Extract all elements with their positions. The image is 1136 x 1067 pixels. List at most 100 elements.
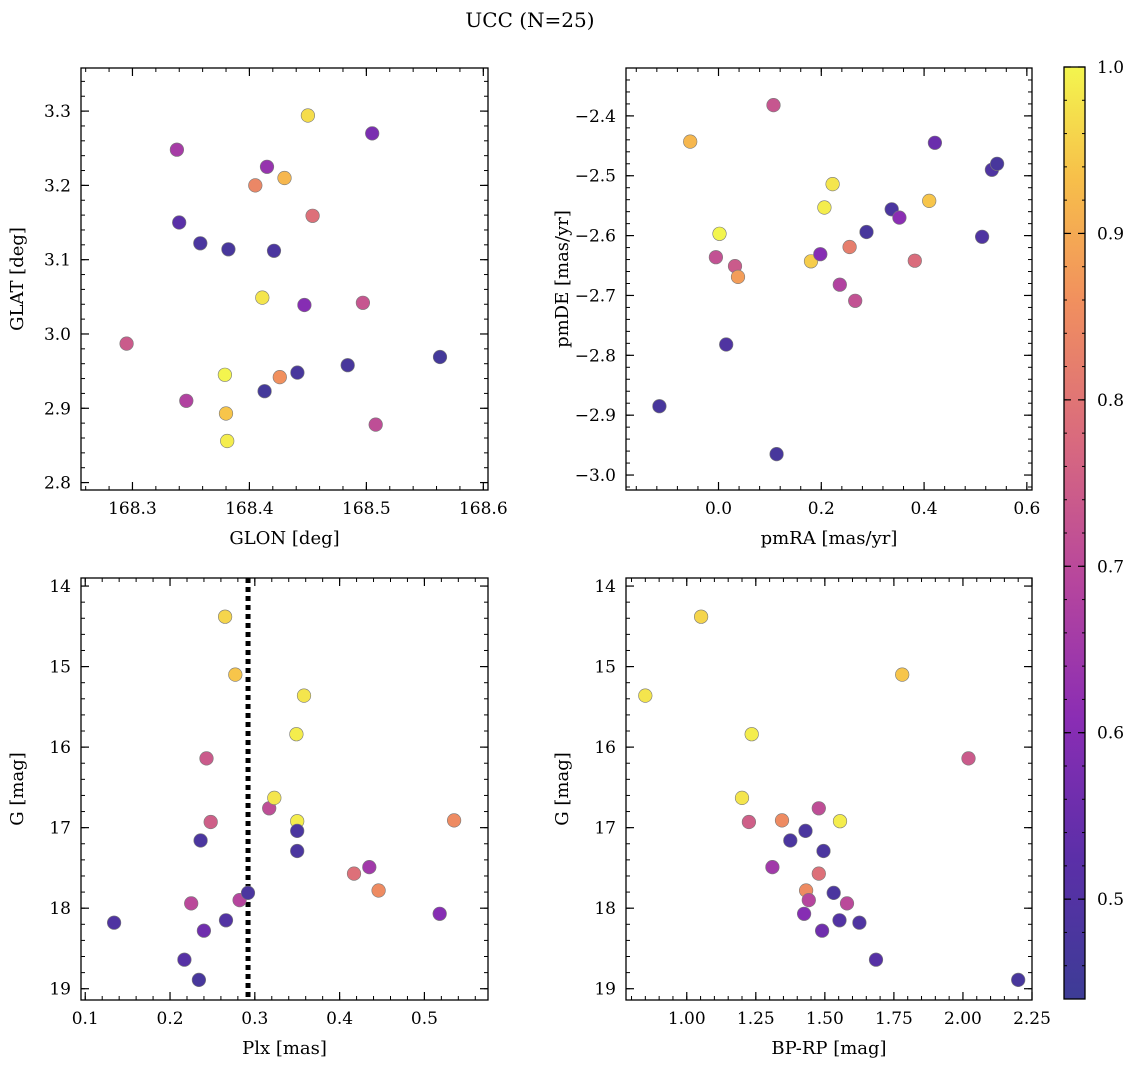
y-tick-label: 15 [594,658,616,678]
scatter-point [816,843,831,859]
x-tick-label: 0.0 [705,499,732,519]
scatter-point [826,885,841,901]
y-tick-label: −2.5 [575,167,616,187]
scatter-point [447,813,462,828]
scatter-point [220,433,235,449]
scatter-point [922,193,937,208]
scatter-point [191,972,206,988]
scatter-point [340,358,355,373]
scatter-point [217,367,232,382]
scatter-point [895,667,910,682]
x-tick-label: 0.6 [1013,499,1040,519]
y-tick-label: 17 [594,819,616,839]
axes-frame [80,67,489,491]
ticks: 0.1 0.2 0.3 0.4 0.5 14 15 16 17 18 19 [49,577,488,1029]
scatter-point [1011,972,1026,988]
x-tick-label: 0.4 [911,499,938,519]
scatter-point [255,290,270,305]
scatter-point [300,108,316,123]
scatter-point [708,250,724,265]
scatter-point [798,823,813,839]
colorbar-tick-label: 0.9 [1097,224,1124,244]
y-tick-label: 19 [594,980,616,1000]
scatter-point [814,923,830,938]
y-tick-label: 3.3 [44,102,71,122]
scatter-point [177,952,192,967]
y-axis-label: pmDE [mas/yr] [552,210,573,348]
x-tick-label: 168.3 [108,499,157,519]
scatter-point [825,177,840,192]
scatter-point [774,813,790,828]
scatter-point [927,135,943,150]
y-tick-label: −2.7 [575,286,616,306]
y-tick-label: 16 [49,738,71,758]
ticks: 0.0 0.2 0.4 0.6 −3.0 −2.9 −2.8 −2.7 −2.6 −2.5 −2.4 [575,67,1040,519]
scatter-point [974,229,990,244]
y-tick-label: 16 [594,738,616,758]
scatter-point [199,751,214,766]
y-tick-label: 3.1 [44,251,71,271]
y-tick-label: 17 [49,819,71,839]
scatter-point [289,727,304,742]
scatter-point [248,178,263,193]
scatter-point [172,215,187,230]
x-tick-label: 0.1 [72,1009,99,1029]
x-axis-label: pmRA [mas/yr] [761,528,898,549]
scatter-point [290,843,305,859]
figure-title: UCC (N=25) [465,8,594,32]
scatter-point [218,913,234,928]
y-tick-label: 18 [49,899,71,919]
y-tick-label: 2.8 [44,474,71,494]
scatter-point [712,226,727,241]
scatter-point [832,277,847,292]
scatter-point [766,97,781,113]
panel-plx-g: 0.1 0.2 0.3 0.4 0.5 14 15 16 17 18 19 Plx [mas] G [m… [7,577,489,1059]
y-tick-label: −3.0 [575,466,616,486]
scatter-point [184,896,199,911]
x-tick-label: 2.00 [944,1009,982,1029]
scatter-point [346,866,362,881]
y-axis-label: G [mag] [7,752,28,825]
scatter-point [365,126,380,141]
scatter-point [179,393,194,408]
scatter-point [817,200,832,215]
scatter-point [683,134,698,149]
y-tick-label: 14 [49,577,71,597]
scatter-point [848,293,863,308]
colorbar-tick-label: 0.7 [1097,557,1124,577]
scatter-point [218,609,233,624]
scatter-point [169,142,184,157]
scatter-point [852,915,867,930]
y-tick-label: 3.0 [44,325,71,345]
scatter-point [355,295,371,310]
scatter-point [362,859,377,875]
scatter-point [218,406,234,421]
scatter-point [652,399,667,414]
scatter-point [734,790,750,806]
y-tick-label: 2.9 [44,399,71,419]
ticks: 168.3 168.4 168.5 168.6 2.8 2.9 3.0 3.1 3.2 3.3 [44,68,508,519]
y-tick-label: −2.8 [575,346,616,366]
colorbar-tick-label: 0.8 [1097,391,1124,411]
scatter-point [741,814,757,830]
colorbar: 0.5 0.6 0.7 0.8 0.9 1.0 [1063,58,1124,1000]
scatter-point [859,224,874,240]
x-tick-label: 0.4 [326,1009,353,1029]
scatter-point [259,159,275,174]
scatter-point [106,915,122,930]
panel-bprp-g: 1.00 1.25 1.50 1.75 2.00 2.25 14 15 16 17 18 19 BP-R… [552,577,1051,1059]
y-tick-label: 15 [49,658,71,678]
x-tick-label: 168.4 [225,499,274,519]
scatter-point [203,814,218,830]
colorbar-tick-label: 0.5 [1097,890,1124,910]
y-tick-label: 18 [594,899,616,919]
scatter-point [266,243,282,258]
scatter-point [371,883,386,898]
x-tick-label: 1.00 [668,1009,706,1029]
ticks: 1.00 1.25 1.50 1.75 2.00 2.25 14 15 16 17 18 19 [594,577,1051,1029]
scatter-point [272,370,287,385]
x-axis-label: GLON [deg] [229,528,339,549]
x-tick-label: 1.75 [875,1009,913,1029]
x-tick-label: 1.50 [806,1009,844,1029]
colorbar-tick-label: 1.0 [1097,58,1124,78]
